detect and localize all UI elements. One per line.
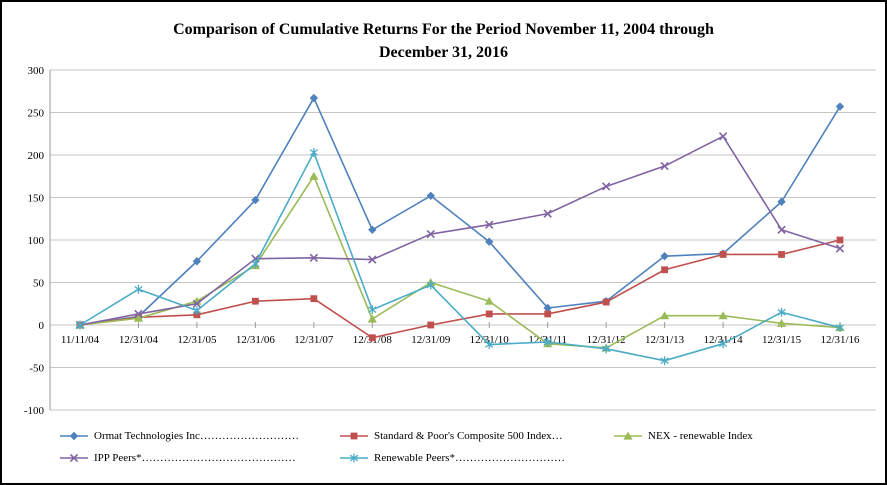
series-renewable-peers <box>75 147 845 366</box>
legend-label-renewable-peers: Renewable Peers*………………………… <box>374 452 565 464</box>
legend-item-renewable-peers: Renewable Peers*………………………… <box>339 452 613 464</box>
svg-text:12/31/10: 12/31/10 <box>470 334 510 346</box>
chart-legend: Ormat Technologies Inc……………………… Standard … <box>59 430 753 464</box>
svg-text:11/11/04: 11/11/04 <box>61 334 100 346</box>
legend-item-ormat-technologies-inc: Ormat Technologies Inc……………………… <box>59 430 339 442</box>
svg-text:250: 250 <box>28 108 45 120</box>
legend-diamond-marker-icon <box>60 431 88 441</box>
gridlines <box>50 69 876 411</box>
svg-text:12/31/13: 12/31/13 <box>645 334 685 346</box>
legend-label-standard-poor-s-composite-500-index: Standard & Poor's Composite 500 Index… <box>374 430 563 442</box>
chart-title-line-1: Comparison of Cumulative Returns For the… <box>173 21 714 38</box>
x-axis-labels: 11/11/04 12/31/04 12/31/05 12/31/06 12/31/07… <box>61 334 860 346</box>
svg-text:50: 50 <box>33 278 45 290</box>
legend-x-marker-icon <box>60 453 88 463</box>
svg-text:12/31/16: 12/31/16 <box>820 334 860 346</box>
y-axis-labels: -100 -50 0 50 100 150 200 250 300 <box>24 65 45 417</box>
legend-triangle-marker-icon <box>614 431 642 440</box>
svg-text:100: 100 <box>28 235 45 247</box>
series-ipp-peers <box>75 132 845 330</box>
legend-label-nex-renewable-index: NEX - renewable Index <box>648 430 753 442</box>
svg-text:12/31/07: 12/31/07 <box>294 334 334 346</box>
svg-text:12/31/09: 12/31/09 <box>411 334 451 346</box>
svg-text:12/31/06: 12/31/06 <box>236 334 276 346</box>
series-ormat-technologies-inc <box>75 93 845 330</box>
svg-text:-50: -50 <box>29 363 44 375</box>
series-standard-poor-s-composite-500-index <box>76 236 844 342</box>
svg-text:200: 200 <box>28 150 45 162</box>
svg-text:300: 300 <box>28 65 45 77</box>
svg-text:150: 150 <box>28 193 45 205</box>
svg-text:12/31/04: 12/31/04 <box>119 334 159 346</box>
svg-text:12/31/05: 12/31/05 <box>177 334 217 346</box>
legend-label-ipp-peers: IPP Peers*…………………………………… <box>94 452 296 464</box>
svg-text:12/31/15: 12/31/15 <box>762 334 802 346</box>
legend-item-ipp-peers: IPP Peers*…………………………………… <box>59 452 339 464</box>
svg-text:0: 0 <box>39 320 45 332</box>
svg-text:-100: -100 <box>24 405 45 417</box>
chart-title-line-2: December 31, 2016 <box>379 44 508 61</box>
chart-title: Comparison of Cumulative Returns For the… <box>2 18 885 64</box>
legend-asterisk-marker-icon <box>340 453 368 463</box>
legend-label-ormat-technologies-inc: Ormat Technologies Inc……………………… <box>94 430 299 442</box>
legend-item-standard-poor-s-composite-500-index: Standard & Poor's Composite 500 Index… <box>339 430 613 442</box>
legend-square-marker-icon <box>340 432 368 440</box>
legend-item-nex-renewable-index: NEX - renewable Index <box>613 430 753 442</box>
